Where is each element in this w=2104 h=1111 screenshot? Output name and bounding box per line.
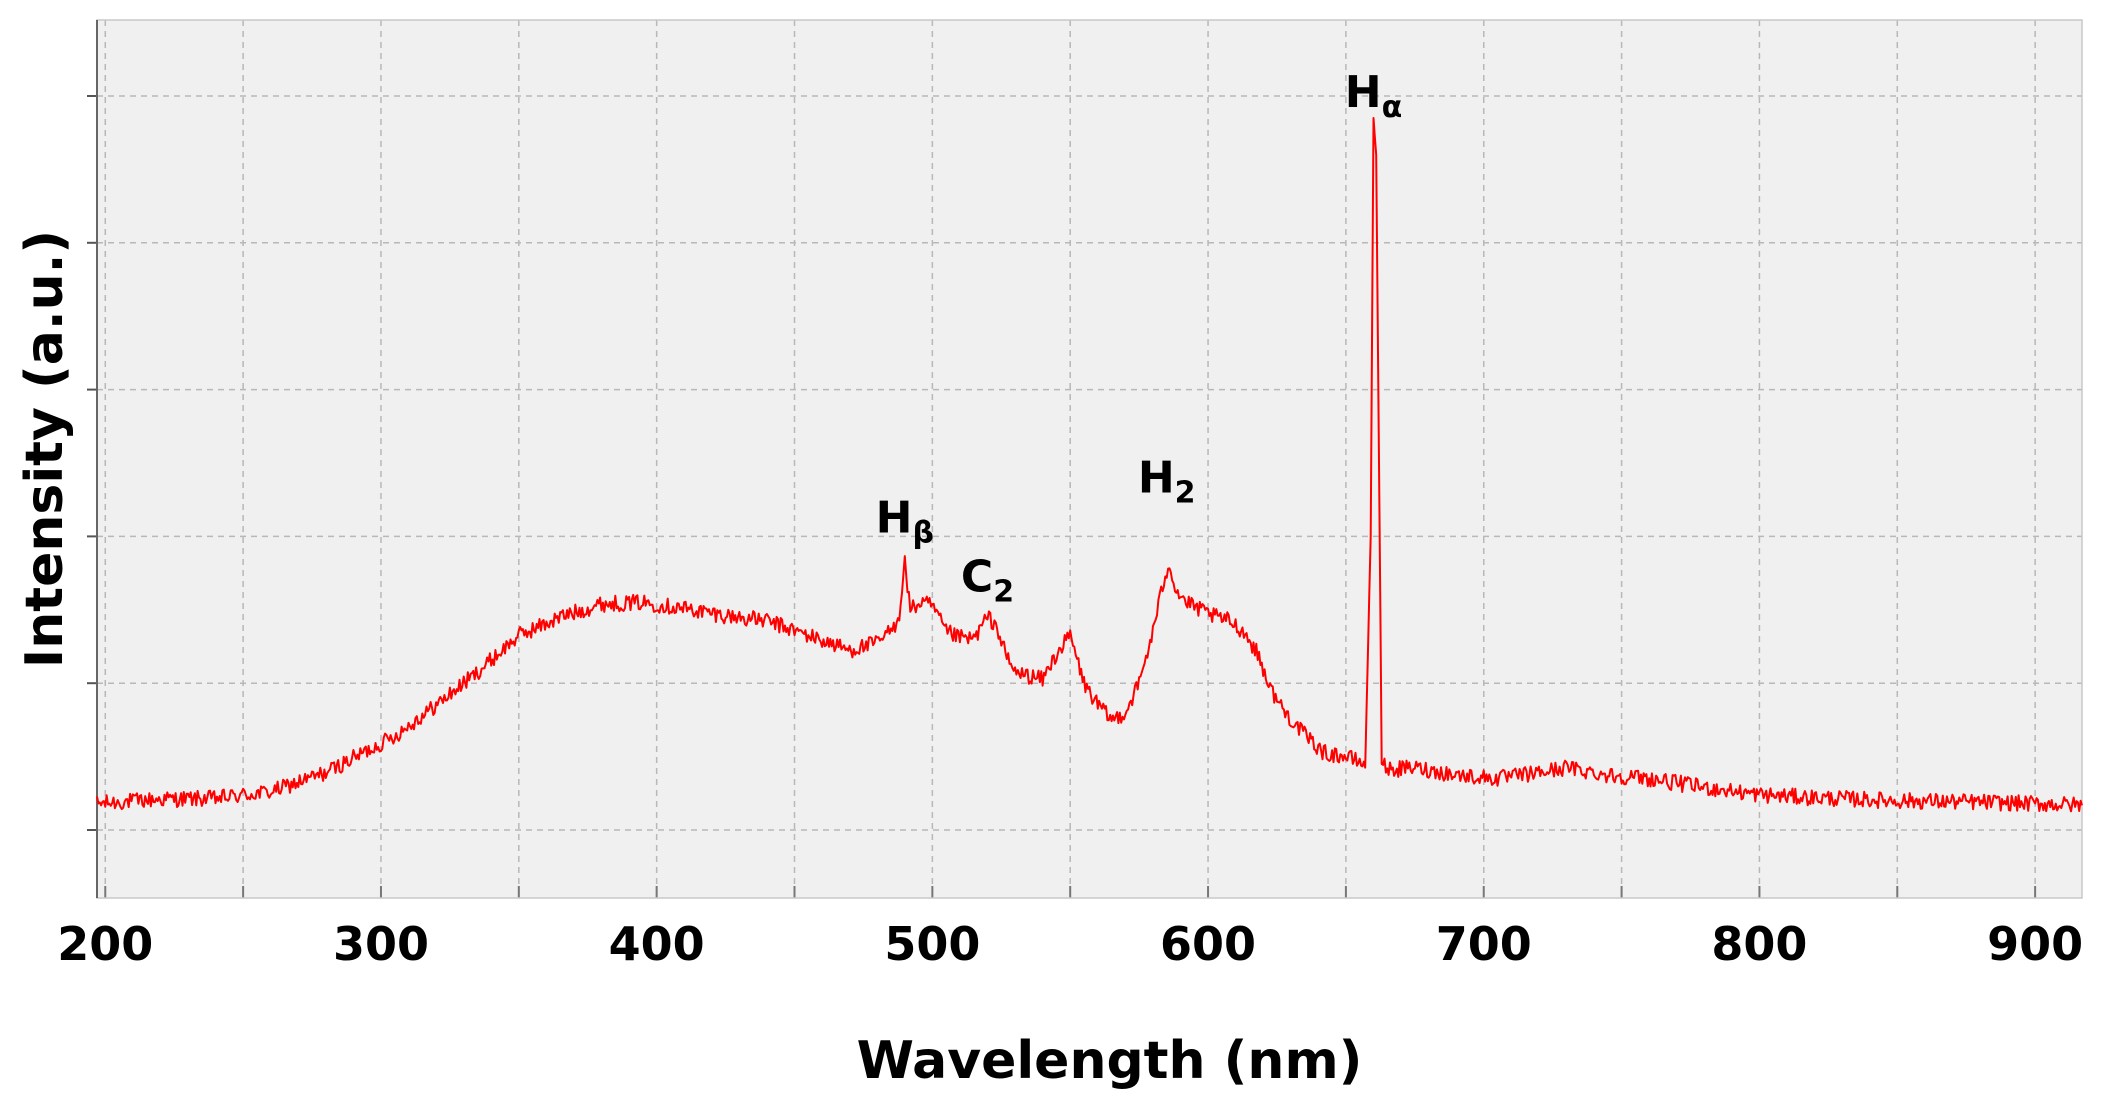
annotation-h-alpha: Hα xyxy=(1345,67,1402,125)
annotation-h-beta-base: H xyxy=(876,493,913,544)
x-tick-label-800: 800 xyxy=(1711,917,1807,971)
x-tick-label-600: 600 xyxy=(1160,917,1256,971)
axes xyxy=(87,19,2083,899)
spectrum-line xyxy=(96,117,2083,813)
x-tick-label-200: 200 xyxy=(57,917,153,971)
annotation-h-beta: Hβ xyxy=(876,493,934,551)
x-tick-label-300: 300 xyxy=(333,917,429,971)
plot-area xyxy=(97,20,2082,898)
annotation-h-beta-sub: β xyxy=(912,516,933,551)
annotation-h2: H2 xyxy=(1138,452,1196,510)
x-tick-label-700: 700 xyxy=(1436,917,1532,971)
x-axis-label: Wavelength (nm) xyxy=(857,1031,1363,1091)
x-tick-label-500: 500 xyxy=(884,917,980,971)
annotation-c2-sub: 2 xyxy=(993,574,1014,609)
annotation-h2-sub: 2 xyxy=(1175,475,1196,510)
annotation-c2-base: C xyxy=(961,551,993,602)
x-tick-label-900: 900 xyxy=(1987,917,2083,971)
x-tick-label-400: 400 xyxy=(609,917,705,971)
x-tick-labels: 200 300 400 500 600 700 800 900 xyxy=(57,917,2083,971)
y-axis-label: Intensity (a.u.) xyxy=(15,230,75,668)
annotation-h2-base: H xyxy=(1138,452,1175,503)
annotation-h-alpha-base: H xyxy=(1345,67,1382,118)
annotation-h-alpha-sub: α xyxy=(1382,90,1403,125)
annotation-c2: C2 xyxy=(961,551,1014,609)
grid xyxy=(97,20,2082,898)
